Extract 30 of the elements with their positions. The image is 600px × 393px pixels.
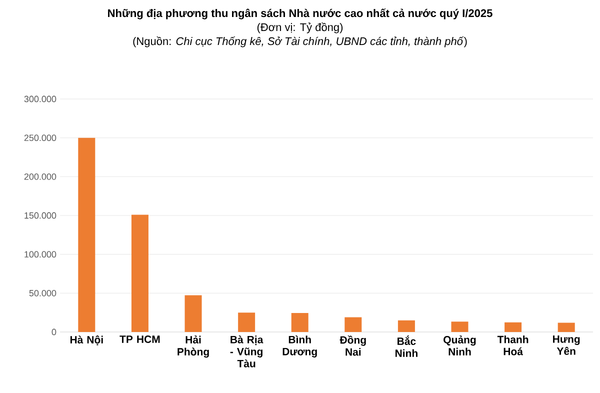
bar (238, 312, 256, 332)
bar (184, 295, 202, 332)
chart-title: Những địa phương thu ngân sách Nhà nước cao nhất cả nước quý I/2025 (108, 8, 492, 20)
text: (Nguồn: Chi cục Thống kê, Sở Tài chính, UBND các tỉnh, thành phố) (133, 36, 467, 48)
y-tick-label: 100.000 (24, 251, 56, 258)
bar (451, 322, 468, 332)
y-tick-label: 150.000 (24, 212, 56, 219)
bar (504, 322, 522, 332)
x-tick-label: Hải Phòng (178, 336, 209, 358)
x-tick-label: Đồng Nai (340, 336, 366, 356)
x-tick-label: Quảng Ninh (444, 336, 476, 356)
x-tick-label: Bà Rịa - Vũng Tàu (230, 336, 264, 368)
y-tick-label: 250.000 (24, 134, 56, 142)
x-tick-label: TP HCM (120, 336, 160, 343)
bar (558, 322, 575, 332)
x-tick-label: Hưng Yên (553, 336, 580, 355)
x-tick-label: Bình Dương (282, 336, 317, 358)
bar (398, 320, 415, 332)
bar (78, 138, 96, 332)
x-tick-label: Bắc Ninh (395, 336, 418, 357)
x-tick-label: Hà Nội (70, 336, 103, 346)
chart-subtitle: (Đơn vị: Tỷ đồng) (257, 22, 343, 34)
y-tick-label: 300.000 (24, 96, 56, 102)
bar (131, 214, 148, 332)
bar (291, 313, 308, 332)
x-tick-label: Thanh Hoá (497, 336, 528, 356)
y-tick-label: 0 (52, 328, 56, 336)
bar (344, 317, 362, 332)
y-tick-label: 50.000 (29, 290, 56, 296)
y-tick-label: 200.000 (24, 173, 56, 180)
